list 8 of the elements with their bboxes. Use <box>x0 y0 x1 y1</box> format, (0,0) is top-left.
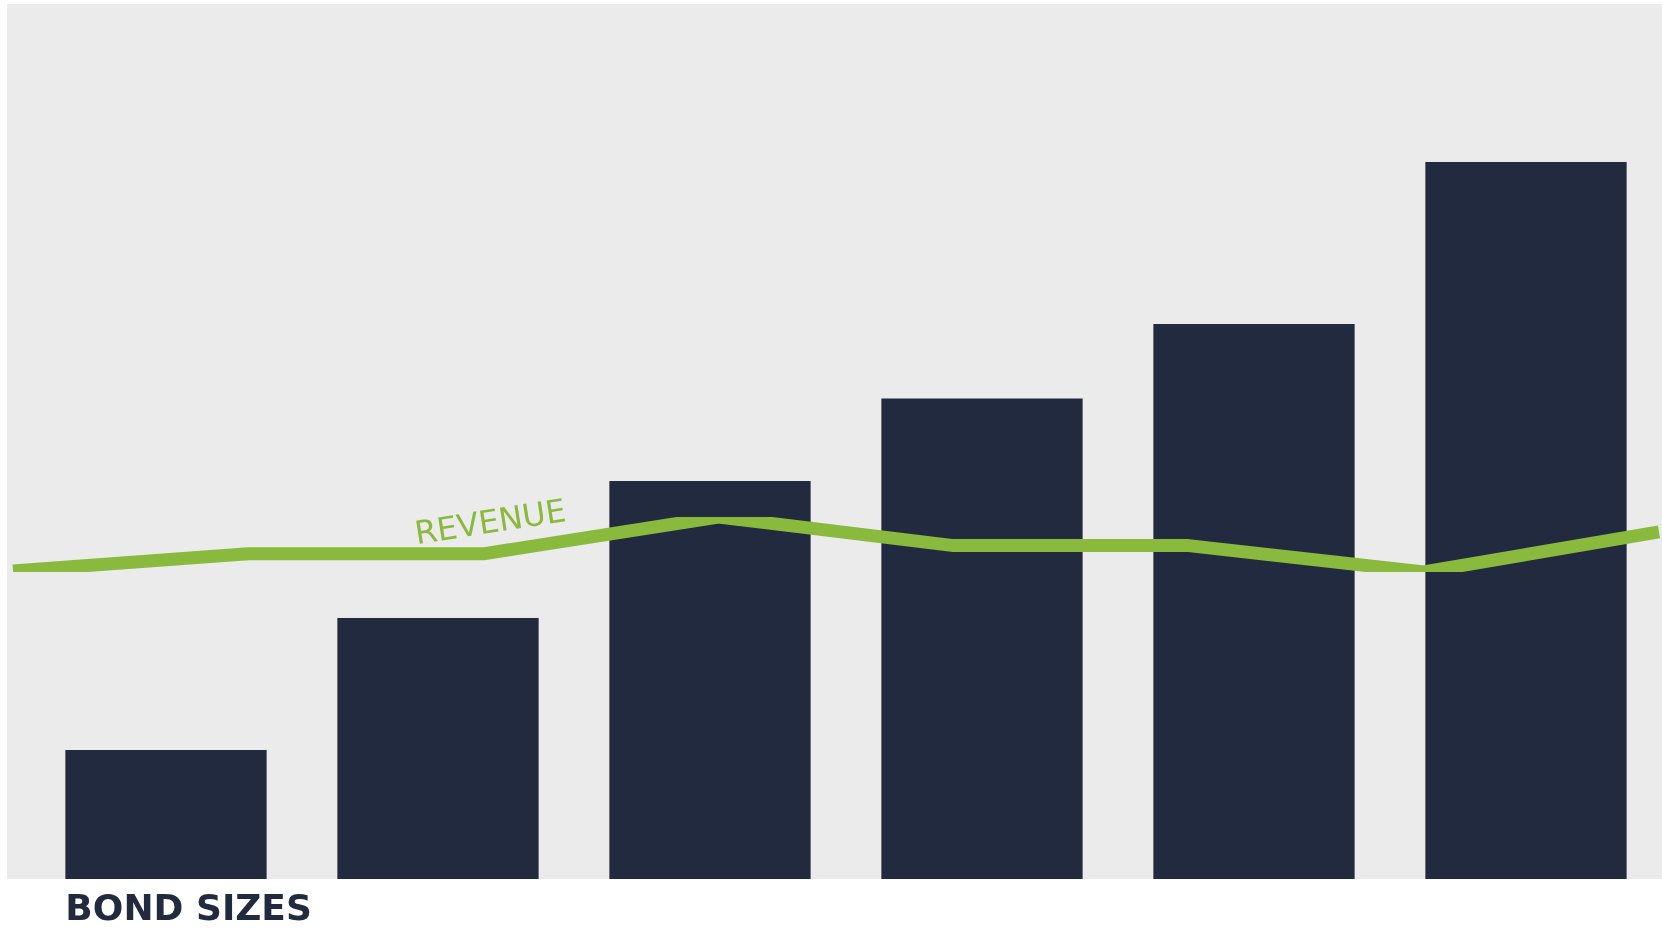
bar <box>1153 324 1355 879</box>
text: REVENUE <box>412 491 569 553</box>
bar <box>881 398 1083 879</box>
bar <box>337 618 539 879</box>
bar <box>1425 162 1627 879</box>
bar <box>65 749 267 879</box>
series-label: BOND SIZES <box>65 887 312 929</box>
bar <box>609 481 811 879</box>
